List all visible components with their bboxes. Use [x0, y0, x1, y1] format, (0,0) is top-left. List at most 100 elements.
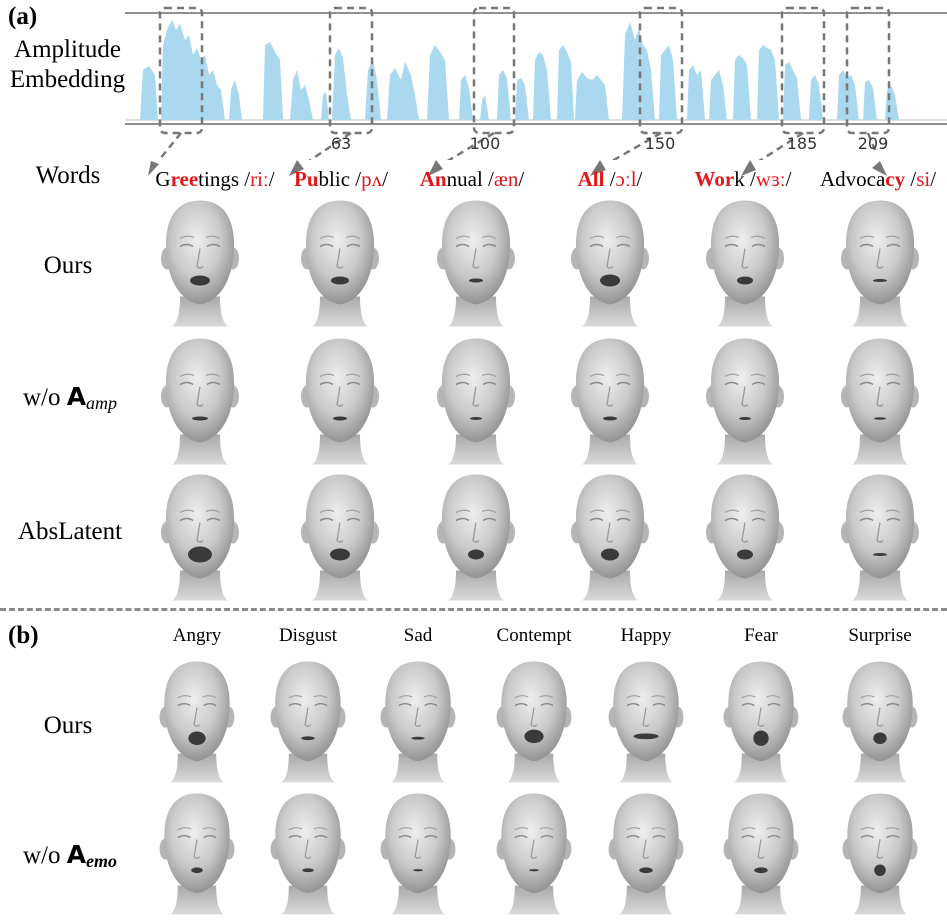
- face-a-r1-c5: [695, 195, 795, 328]
- word-end: /: [930, 167, 937, 191]
- mouth: [192, 416, 208, 421]
- word-phoneme: wɜː: [755, 167, 786, 191]
- panel-separator: [0, 608, 947, 611]
- face-b-r2-c1: [149, 787, 245, 917]
- mouth: [873, 732, 887, 744]
- face-a-r2-c3: [426, 333, 526, 466]
- arrowheads: [148, 160, 887, 176]
- wo-symbol: A: [66, 840, 87, 869]
- face-a-r3-c3: [426, 469, 526, 602]
- face-a-r2-c4: [560, 333, 660, 466]
- word-advocacy: Advocacy /si/: [820, 167, 936, 192]
- word-end: /: [518, 167, 525, 191]
- word-phoneme: riː: [250, 167, 269, 191]
- embedding-label-line2: Embedding: [9, 66, 126, 93]
- mouth: [524, 729, 544, 744]
- wo-prefix: w/o: [22, 384, 67, 411]
- word-phoneme: æn: [493, 167, 519, 191]
- tick-150: 150: [644, 134, 676, 153]
- amplitude-embedding-waveform: [125, 6, 947, 160]
- mouth: [470, 417, 482, 420]
- face-b-r1-c1: [149, 655, 245, 785]
- word-greetings: Greetings /riː/: [155, 167, 274, 192]
- face-a-r1-c3: [426, 195, 526, 328]
- face-b-r1-c2: [260, 655, 356, 785]
- word-pre: G: [155, 167, 171, 191]
- word-pre: Advoca: [819, 167, 886, 191]
- mouth: [469, 278, 483, 283]
- panel-a-label: (a): [8, 3, 38, 30]
- face-a-r3-c5: [695, 469, 795, 602]
- word-post: /: [905, 167, 917, 191]
- mouth: [600, 274, 620, 287]
- emotion-label-angry: Angry: [172, 625, 222, 646]
- face-a-r1-c1: [150, 195, 250, 328]
- face-b-r2-c4: [486, 787, 582, 917]
- face-a-r3-c6: [830, 469, 930, 602]
- emotion-label-disgust: Disgust: [278, 625, 338, 646]
- word-post: /: [604, 167, 616, 191]
- word-annual: Annual /æn/: [420, 167, 524, 192]
- words-label: Words: [35, 162, 101, 189]
- face-a-r2-c5: [695, 333, 795, 466]
- face-a-r2-c1: [150, 333, 250, 466]
- word-highlight: ree: [170, 167, 199, 191]
- emotion-label-surprise: Surprise: [848, 625, 912, 646]
- face-b-r1-c4: [486, 655, 582, 785]
- mouth: [190, 275, 210, 286]
- word-end: /: [382, 167, 388, 191]
- tick-63: 63: [330, 134, 352, 153]
- word-end: /: [268, 167, 275, 191]
- word-phoneme: si: [916, 167, 931, 191]
- word-phoneme: pʌ: [361, 167, 383, 191]
- emotion-label-fear: Fear: [744, 625, 778, 646]
- mouth: [330, 548, 350, 561]
- row-label-abslatent: AbsLatent: [17, 518, 123, 545]
- face-a-r3-c2: [290, 469, 390, 602]
- mouth: [331, 276, 349, 285]
- face-a-r2-c6: [830, 333, 930, 466]
- word-highlight: cy: [885, 167, 906, 191]
- mouth: [874, 417, 886, 420]
- word-highlight: Pu: [294, 167, 319, 191]
- face-b-r2-c5: [598, 787, 694, 917]
- word-phoneme: ɔːl: [615, 167, 637, 191]
- face-a-r1-c4: [560, 195, 660, 328]
- tick-100: 100: [469, 134, 501, 153]
- word-end: /: [636, 167, 643, 191]
- tick-185: 185: [786, 134, 818, 153]
- word-public: Public /pʌ/: [294, 167, 388, 192]
- mouth: [301, 736, 315, 741]
- word-work: Work /wɜː/: [695, 167, 792, 192]
- mouth: [754, 867, 768, 874]
- emotion-label-contempt: Contempt: [496, 625, 572, 646]
- word-highlight: An: [419, 167, 447, 191]
- emotion-label-sad: Sad: [403, 625, 433, 646]
- word-end: /: [785, 167, 792, 191]
- face-b-r2-c7: [832, 787, 928, 917]
- word-post: nual /: [446, 167, 494, 191]
- face-b-r1-c6: [713, 655, 809, 785]
- row-label-ours-a: Ours: [43, 252, 93, 279]
- face-b-r2-c2: [260, 787, 356, 917]
- face-b-r2-c6: [713, 787, 809, 917]
- mouth: [873, 553, 887, 556]
- word-highlight: All: [577, 167, 605, 191]
- mouth: [633, 733, 659, 740]
- mouth: [411, 736, 425, 740]
- row-label-ours-b: Ours: [43, 712, 93, 739]
- mouth: [873, 279, 887, 282]
- embedding-label: Amplitude Embedding: [0, 35, 135, 95]
- mouth: [333, 416, 347, 421]
- mouth: [737, 549, 753, 560]
- mouth: [191, 867, 203, 874]
- wo-subscript: emo: [86, 851, 118, 871]
- mouth: [737, 276, 753, 285]
- mouth: [302, 868, 314, 873]
- mouth: [603, 416, 617, 421]
- panel-b-label: (b): [8, 622, 39, 649]
- word-post: k /: [734, 167, 756, 191]
- mouth: [188, 731, 206, 745]
- row-label-wo-emo: w/o Aemo: [10, 840, 130, 871]
- wo-symbol: A: [66, 382, 87, 411]
